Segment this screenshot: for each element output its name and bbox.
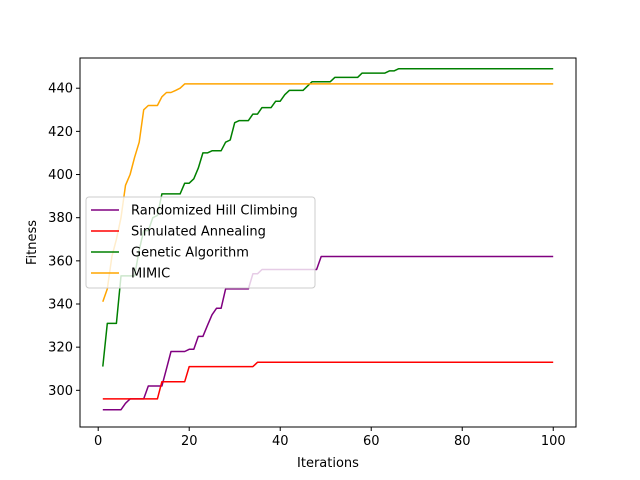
legend: Randomized Hill Climbing Simulated Anneal… <box>85 196 316 289</box>
legend-frame <box>85 196 316 289</box>
y-tick-label: 360 <box>48 254 73 269</box>
y-tick-label: 440 <box>48 82 73 97</box>
y-tick-label: 400 <box>48 168 73 183</box>
plot-frame <box>79 57 577 428</box>
y-tick-label: 300 <box>48 384 73 399</box>
legend-label: MIMIC <box>131 267 170 282</box>
y-tick-label: 420 <box>48 125 73 140</box>
x-axis-label: Iterations <box>297 456 359 471</box>
legend-label: Genetic Algorithm <box>131 246 249 261</box>
y-axis: 300 320 340 360 380 400 420 440 <box>48 82 80 399</box>
legend-label: Randomized Hill Climbing <box>131 204 298 219</box>
x-tick-label: 100 <box>541 434 566 449</box>
x-axis: 0 20 40 60 80 100 <box>94 427 566 449</box>
y-axis-label: Fitness <box>25 220 40 265</box>
y-tick-label: 340 <box>48 298 73 313</box>
x-tick-label: 80 <box>454 434 471 449</box>
y-tick-label: 380 <box>48 211 73 226</box>
y-tick-label: 320 <box>48 341 73 356</box>
x-tick-label: 60 <box>363 434 380 449</box>
legend-label: Simulated Annealing <box>131 225 266 240</box>
x-tick-label: 40 <box>272 434 289 449</box>
x-tick-label: 0 <box>94 434 102 449</box>
series-line-1 <box>102 361 554 400</box>
x-tick-label: 20 <box>181 434 198 449</box>
